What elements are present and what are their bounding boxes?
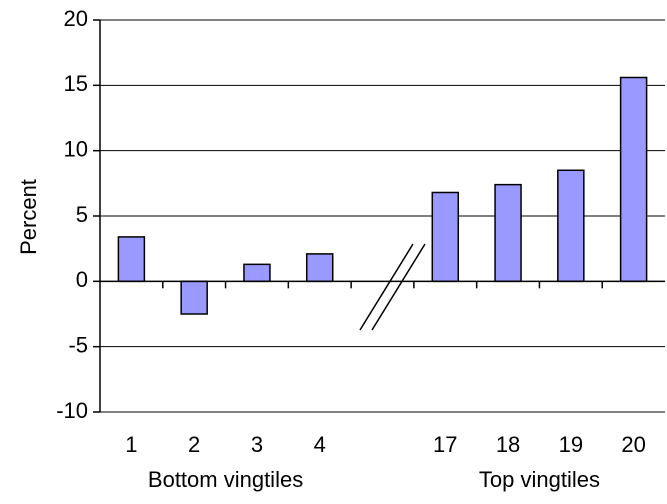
bar-17 (431, 191, 460, 283)
y-tick-label: -5 (68, 332, 88, 357)
x-tick-label-20: 20 (621, 432, 645, 457)
bar-20 (619, 76, 648, 283)
axis-break-line-2 (371, 243, 426, 331)
y-tick-label: 15 (64, 71, 88, 96)
x-tick-label-19: 19 (559, 432, 583, 457)
bar-18 (494, 183, 522, 283)
y-axis-title: Percent (16, 179, 41, 255)
y-tick-label: 0 (76, 267, 88, 292)
x-tick-label-1: 1 (125, 432, 137, 457)
x-tick-label-17: 17 (433, 432, 457, 457)
x-tick-label-4: 4 (314, 432, 326, 457)
group-label-1: Top vingtiles (479, 467, 600, 492)
x-tick-labels: 1 2 3 4 17 18 19 20 (125, 432, 646, 457)
y-tick-label: 5 (76, 202, 88, 227)
bar-3 (243, 263, 271, 283)
axis-break-marker (359, 243, 426, 331)
x-tick-label-3: 3 (251, 432, 263, 457)
y-tick-label: -10 (56, 398, 88, 423)
y-tick-label: 10 (64, 136, 88, 161)
bars (117, 76, 648, 315)
group-labels: Bottom vingtiles Top vingtiles (148, 467, 600, 492)
y-tick-labels: 20 15 10 5 0 -5 -10 (56, 6, 603, 423)
bar-19 (557, 169, 585, 283)
axis-break-line-1 (359, 243, 414, 331)
bar-1 (117, 236, 146, 283)
bar-2 (180, 280, 208, 315)
group-label-0: Bottom vingtiles (148, 467, 303, 492)
bar-4 (305, 253, 334, 283)
x-tick-label-2: 2 (188, 432, 200, 457)
y-tick-label: 20 (64, 6, 88, 31)
x-tick-label-18: 18 (496, 432, 520, 457)
